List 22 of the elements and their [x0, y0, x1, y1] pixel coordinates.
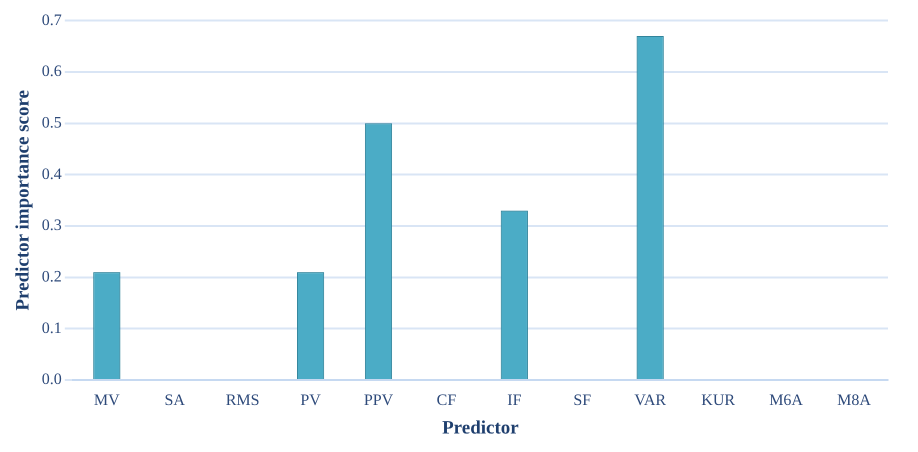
- y-tick-label: 0.2: [42, 268, 62, 286]
- x-tick-label: PV: [300, 392, 322, 409]
- y-tick-label: 0.7: [42, 12, 62, 29]
- x-tick-label: RMS: [226, 392, 260, 409]
- y-axis-title: Predictor importance score: [12, 90, 34, 311]
- x-tick-label: CF: [436, 392, 456, 409]
- y-tick-label: 0.5: [42, 114, 62, 132]
- x-axis-title: Predictor: [442, 418, 520, 439]
- x-tick-label: IF: [507, 392, 522, 409]
- y-tick-label: 0.6: [42, 63, 62, 80]
- y-tick-label: 0.4: [42, 166, 62, 183]
- x-tick-label: KUR: [701, 392, 736, 409]
- x-tick-label: SA: [164, 392, 186, 409]
- x-tick-label: SF: [573, 392, 592, 409]
- x-tick-label: M8A: [837, 392, 872, 409]
- y-tick-label: 0.0: [42, 371, 62, 388]
- y-tick-label: 0.3: [42, 217, 62, 234]
- x-tick-label: VAR: [634, 392, 666, 409]
- x-tick-label: MV: [94, 392, 120, 409]
- y-tick-label: 0.1: [42, 320, 62, 337]
- x-tick-label: PPV: [364, 392, 394, 409]
- x-tick-label: M6A: [769, 392, 804, 409]
